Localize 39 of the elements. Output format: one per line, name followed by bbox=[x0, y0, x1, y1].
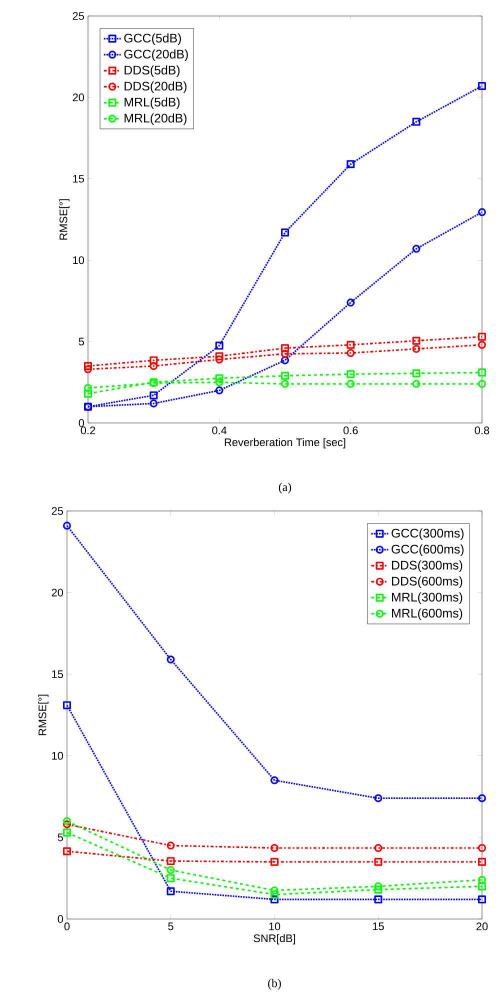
legend-label: GCC(600ms) bbox=[392, 544, 464, 556]
x-axis-title: Reverberation Time [sec] bbox=[224, 438, 346, 448]
x-tick-label: 0.2 bbox=[80, 426, 96, 434]
text: (a) bbox=[278, 482, 292, 494]
y-tick-label: 20 bbox=[72, 94, 84, 102]
x-tick-label: 15 bbox=[372, 922, 384, 930]
legend-label: GCC(5dB) bbox=[124, 33, 181, 45]
x-tick-label: 5 bbox=[168, 922, 174, 930]
y-axis-title: RMSE[°] bbox=[59, 199, 70, 240]
y-tick-label: 25 bbox=[52, 507, 64, 515]
legend-label: DDS(600ms) bbox=[392, 576, 462, 588]
x-tick-label: 0.6 bbox=[343, 426, 358, 434]
y-tick-label: 10 bbox=[52, 752, 64, 760]
y-tick-label: 0 bbox=[58, 915, 64, 923]
y-tick-label: 10 bbox=[73, 256, 84, 264]
legend-label: MRL(5dB) bbox=[124, 97, 180, 110]
x-tick-label: 0 bbox=[64, 922, 70, 930]
x-tick-label: 0.8 bbox=[474, 426, 490, 434]
legend-label: MRL(600ms) bbox=[392, 608, 462, 620]
y-tick-label: 20 bbox=[52, 588, 64, 596]
y-axis-title: RMSE[°] bbox=[38, 694, 48, 736]
legend-label: GCC(20dB) bbox=[124, 49, 188, 61]
y-tick-label: 25 bbox=[72, 12, 84, 20]
y-tick-label: 5 bbox=[58, 834, 64, 842]
legend-label: MRL(20dB) bbox=[124, 113, 187, 126]
x-axis-title: SNR[dB] bbox=[254, 934, 296, 944]
legend-label: DDS(300ms) bbox=[392, 560, 462, 572]
legend-label: DDS(5dB) bbox=[124, 65, 180, 77]
y-tick-label: 0 bbox=[78, 419, 84, 427]
legend-label: DDS(20dB) bbox=[124, 81, 187, 94]
legend-label: GCC(300ms) bbox=[392, 528, 464, 540]
x-tick-label: 10 bbox=[269, 922, 280, 930]
legend-label: MRL(300ms) bbox=[392, 592, 462, 604]
text: (b) bbox=[268, 978, 281, 990]
y-tick-label: 15 bbox=[52, 670, 64, 678]
y-tick-label: 15 bbox=[73, 174, 84, 183]
y-tick-label: 5 bbox=[78, 338, 84, 346]
x-tick-label: 0.4 bbox=[212, 426, 227, 434]
x-tick-label: 20 bbox=[476, 922, 488, 930]
